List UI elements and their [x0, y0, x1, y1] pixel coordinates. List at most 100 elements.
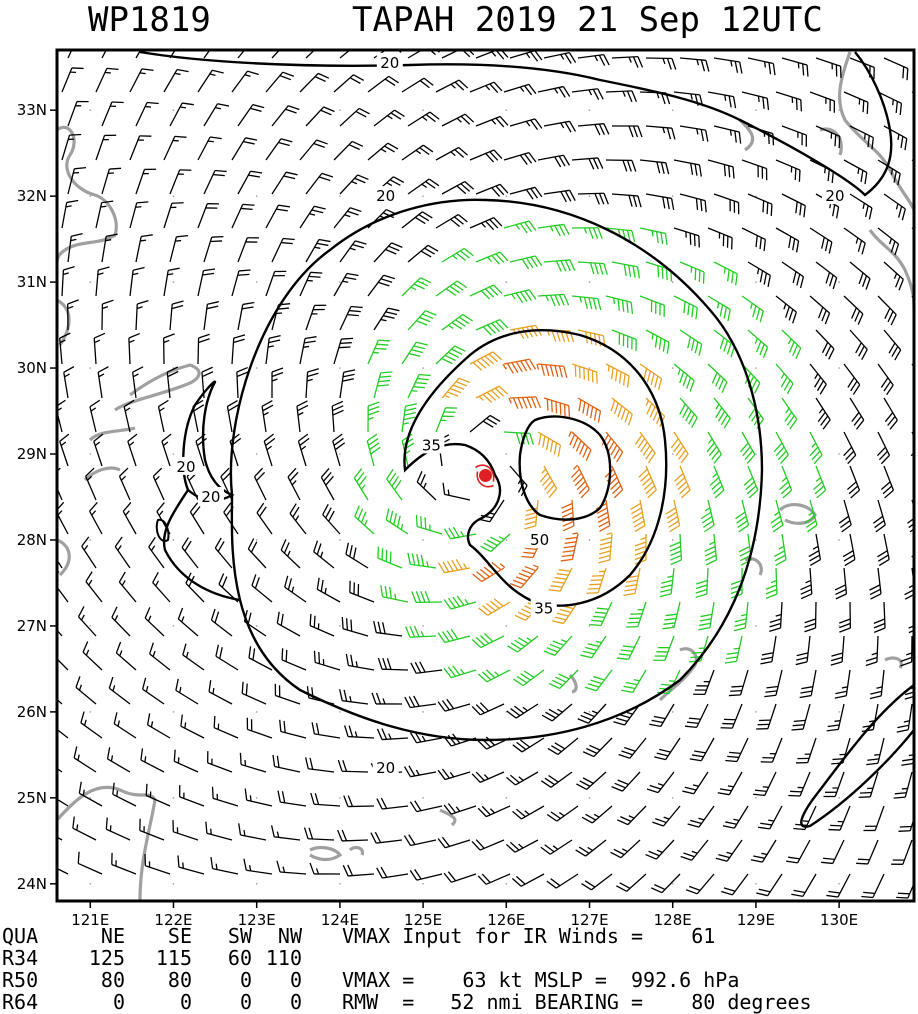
- wind-barb: [407, 111, 440, 127]
- grid-dot: [755, 883, 757, 885]
- barb-feather: [894, 792, 907, 795]
- barb-half-feather: [502, 363, 507, 370]
- wind-barb: [843, 431, 857, 465]
- wind-barb: [877, 533, 890, 567]
- wind-barb: [75, 676, 97, 705]
- barb-half-feather: [613, 297, 616, 304]
- barb-feather: [495, 320, 505, 331]
- barb-feather: [309, 862, 315, 875]
- barb-half-feather: [60, 441, 67, 447]
- barb-half-feather: [73, 171, 80, 174]
- barb-feather: [451, 348, 463, 355]
- wind-barb: [502, 358, 537, 374]
- barb-feather: [57, 467, 61, 473]
- contour-label: 35: [422, 436, 441, 454]
- contour-20-west-outer: [162, 489, 241, 602]
- wind-barb: [231, 203, 255, 229]
- barb-feather: [832, 277, 838, 290]
- wind-barb: [367, 142, 399, 161]
- barb-half-feather: [147, 39, 153, 40]
- wind-barb: [237, 50, 246, 59]
- barb-half-feather: [426, 560, 429, 567]
- wind-barb: [377, 546, 403, 569]
- wind-barb: [869, 669, 885, 700]
- wind-barb: [265, 270, 287, 297]
- barb-feather: [193, 404, 205, 412]
- barb-feather: [381, 728, 388, 740]
- wind-barb: [339, 305, 363, 331]
- barb-half-feather: [554, 88, 559, 94]
- barb-feather: [582, 777, 594, 784]
- barb-feather: [403, 835, 412, 846]
- barb-feather: [425, 181, 436, 189]
- wind-barb: [548, 669, 579, 690]
- barb-feather: [909, 528, 914, 533]
- barb-staff: [441, 50, 461, 59]
- wind-barb: [67, 50, 73, 59]
- barb-feather: [481, 873, 491, 883]
- barb-feather: [550, 811, 561, 820]
- barb-feather: [646, 403, 653, 415]
- grid-dot: [755, 797, 757, 799]
- barb-feather: [663, 622, 676, 625]
- barb-feather: [865, 278, 871, 290]
- barb-feather: [860, 170, 864, 183]
- barb-feather: [221, 576, 228, 588]
- barb-feather: [618, 753, 630, 759]
- barb-feather: [524, 290, 532, 301]
- barb-feather: [377, 384, 389, 387]
- barb-feather: [307, 368, 319, 373]
- grid-dot: [838, 711, 840, 713]
- barb-half-feather: [617, 229, 621, 236]
- contour-label-bg: [376, 52, 403, 71]
- barb-half-feather: [558, 812, 565, 817]
- barb-feather: [717, 410, 726, 422]
- barb-feather: [706, 442, 715, 453]
- barb-feather: [530, 396, 537, 409]
- barb-feather: [486, 539, 498, 547]
- wind-barb: [576, 771, 607, 790]
- barb-feather: [664, 233, 668, 246]
- grid-dot: [339, 281, 341, 283]
- barb-half-feather: [560, 639, 567, 643]
- barb-feather: [370, 446, 381, 455]
- barb-feather: [519, 154, 528, 165]
- wind-barb: [207, 751, 233, 773]
- barb-feather: [865, 661, 878, 667]
- barb-half-feather: [184, 722, 187, 729]
- wind-barb: [546, 873, 579, 889]
- grid-dot: [671, 367, 674, 369]
- barb-feather: [378, 339, 391, 342]
- barb-feather: [558, 294, 565, 306]
- wind-barb: [743, 465, 759, 499]
- barb-feather: [149, 642, 154, 655]
- barb-half-feather: [494, 671, 500, 677]
- barb-feather: [256, 502, 265, 514]
- barb-feather: [217, 103, 230, 107]
- barb-feather: [883, 381, 892, 392]
- barb-feather: [717, 792, 730, 796]
- wind-barb: [756, 873, 783, 897]
- barb-feather: [700, 199, 703, 212]
- barb-half-feather: [645, 400, 650, 407]
- barb-feather: [477, 875, 487, 885]
- barb-feather: [538, 433, 542, 446]
- barb-feather: [670, 438, 679, 449]
- barb-feather: [383, 274, 395, 280]
- barb-feather: [66, 199, 79, 204]
- barb-half-feather: [59, 339, 66, 344]
- barb-feather: [876, 446, 886, 457]
- barb-feather: [856, 862, 868, 865]
- barb-feather: [865, 656, 878, 662]
- barb-feather: [416, 320, 428, 326]
- barb-half-feather: [102, 305, 109, 310]
- barb-feather: [592, 298, 597, 310]
- grid-dot: [671, 539, 674, 541]
- barb-half-feather: [541, 468, 547, 474]
- wind-barb: [679, 397, 698, 429]
- barb-feather: [276, 208, 288, 212]
- wind-barb: [843, 159, 868, 185]
- barb-feather: [695, 593, 707, 599]
- barb-feather: [670, 559, 682, 566]
- barb-half-feather: [463, 563, 468, 569]
